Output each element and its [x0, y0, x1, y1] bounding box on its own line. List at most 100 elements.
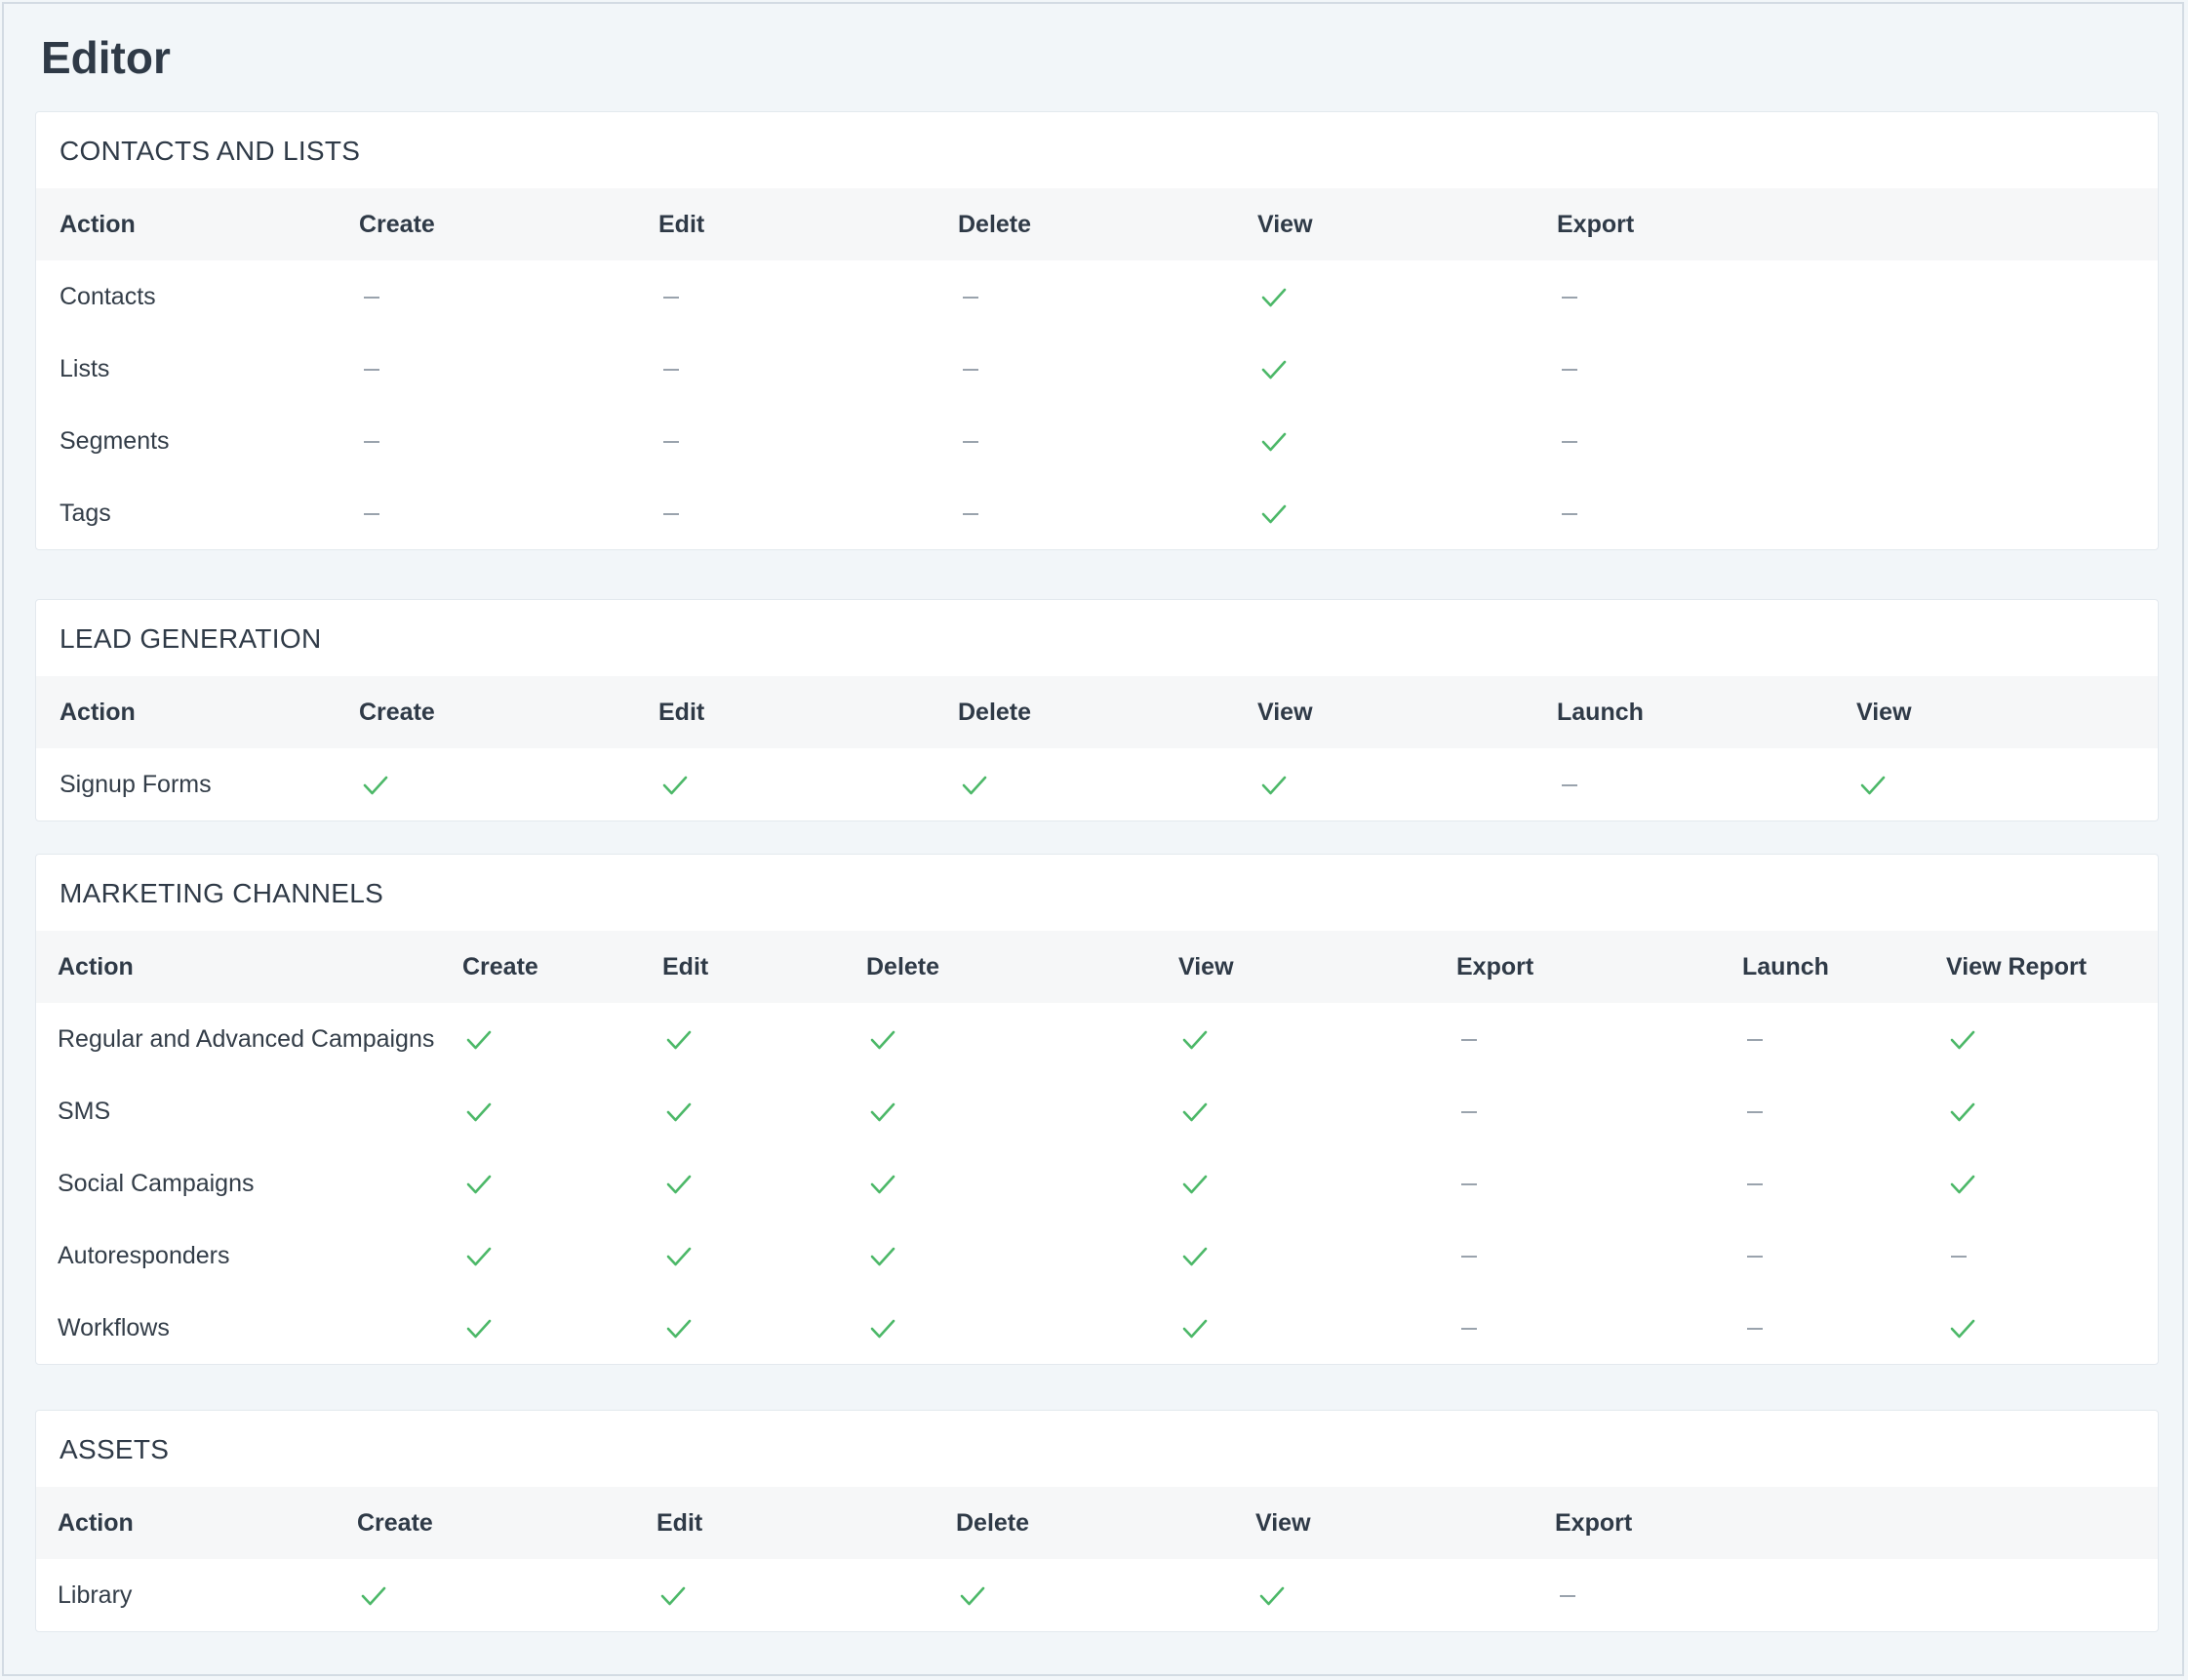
dash-icon: [1559, 1594, 1576, 1598]
permission-cell: [1261, 260, 1287, 333]
permission-cell: [1460, 1220, 1478, 1292]
column-header-edit: Edit: [658, 699, 705, 726]
dash-icon: [1561, 296, 1578, 300]
check-icon: [1950, 1101, 1975, 1123]
dash-icon: [1746, 1110, 1764, 1114]
column-header-launch: Launch: [1742, 953, 1829, 980]
column-header-delete: Delete: [866, 953, 940, 980]
page-title: Editor: [41, 32, 171, 83]
table-header-row: Action Create Edit Delete View Launch View: [36, 676, 2158, 748]
dash-icon: [1561, 368, 1578, 372]
permission-cell: [1746, 1003, 1764, 1075]
permission-cell: [1950, 1003, 1975, 1075]
table-row: Contacts: [36, 260, 2158, 333]
permission-cell: [1182, 1075, 1208, 1147]
row-label: Social Campaigns: [58, 1170, 255, 1197]
permission-cell: [1182, 1220, 1208, 1292]
permission-cell: [363, 405, 380, 477]
permission-cell: [1561, 333, 1578, 405]
check-icon: [1182, 1101, 1208, 1123]
check-icon: [466, 1029, 492, 1051]
permission-cell: [466, 1220, 492, 1292]
check-icon: [1950, 1174, 1975, 1195]
check-icon: [1182, 1318, 1208, 1340]
table-row: Library: [36, 1559, 2158, 1631]
permission-cell: [1182, 1003, 1208, 1075]
table-header-row: Action Create Edit Delete View Export: [36, 1487, 2158, 1559]
check-icon: [1950, 1318, 1975, 1340]
table-row: Regular and Advanced Campaigns: [36, 1003, 2158, 1075]
section-assets: ASSETS Action Create Edit Delete View Export Li…: [35, 1410, 2159, 1632]
column-header-view-report: View Report: [1946, 953, 2088, 980]
column-header-delete: Delete: [958, 211, 1032, 238]
permission-cell: [1746, 1075, 1764, 1147]
check-icon: [660, 1585, 686, 1607]
permission-cell: [1950, 1075, 1975, 1147]
section-title: CONTACTS AND LISTS: [60, 136, 361, 166]
row-label: Lists: [60, 355, 110, 382]
table-row: Workflows: [36, 1292, 2158, 1364]
table-row: Segments: [36, 405, 2158, 477]
permission-cell: [870, 1003, 895, 1075]
permission-cell: [962, 405, 979, 477]
row-label: Segments: [60, 427, 170, 455]
permission-cell: [660, 1559, 686, 1631]
table-row: Tags: [36, 477, 2158, 549]
section-title: LEAD GENERATION: [60, 623, 322, 654]
permission-cell: [363, 260, 380, 333]
permission-cell: [662, 477, 680, 549]
check-icon: [1182, 1029, 1208, 1051]
column-header-create: Create: [359, 211, 435, 238]
permission-cell: [1746, 1220, 1764, 1292]
column-header-action: Action: [60, 699, 136, 726]
column-header-create: Create: [462, 953, 538, 980]
permission-cell: [1261, 333, 1287, 405]
check-icon: [1950, 1029, 1975, 1051]
check-icon: [960, 1585, 985, 1607]
dash-icon: [962, 296, 979, 300]
permission-cell: [666, 1147, 692, 1220]
check-icon: [870, 1174, 895, 1195]
dash-icon: [1460, 1038, 1478, 1042]
permission-cell: [1261, 748, 1287, 820]
permission-cell: [666, 1003, 692, 1075]
permission-cell: [1746, 1292, 1764, 1364]
table-row: Social Campaigns: [36, 1147, 2158, 1220]
section-contacts-and-lists: CONTACTS AND LISTS Action Create Edit Delete…: [35, 111, 2159, 550]
column-header-export: Export: [1555, 1509, 1633, 1537]
row-label: Tags: [60, 500, 111, 527]
check-icon: [466, 1246, 492, 1267]
permission-cell: [662, 333, 680, 405]
row-label: Workflows: [58, 1314, 170, 1341]
permission-cell: [1261, 405, 1287, 477]
row-label: Signup Forms: [60, 771, 212, 798]
check-icon: [1261, 503, 1287, 525]
permission-cell: [1460, 1003, 1478, 1075]
permission-cell: [662, 260, 680, 333]
column-header-edit: Edit: [662, 953, 709, 980]
check-icon: [870, 1318, 895, 1340]
dash-icon: [962, 368, 979, 372]
row-label: Autoresponders: [58, 1242, 230, 1269]
column-header-launch: Launch: [1557, 699, 1644, 726]
permission-cell: [466, 1292, 492, 1364]
check-icon: [666, 1174, 692, 1195]
permission-cell: [1261, 477, 1287, 549]
check-icon: [1259, 1585, 1285, 1607]
check-icon: [666, 1246, 692, 1267]
permission-cell: [1460, 1075, 1478, 1147]
permission-cell: [962, 477, 979, 549]
row-label: Library: [58, 1581, 133, 1609]
dash-icon: [1746, 1255, 1764, 1259]
column-header-create: Create: [357, 1509, 433, 1537]
dash-icon: [962, 440, 979, 444]
permission-cell: [363, 477, 380, 549]
column-header-export: Export: [1456, 953, 1534, 980]
check-icon: [1261, 359, 1287, 380]
dash-icon: [662, 440, 680, 444]
column-header-edit: Edit: [656, 1509, 703, 1537]
row-label: Regular and Advanced Campaigns: [58, 1025, 435, 1053]
column-header-edit: Edit: [658, 211, 705, 238]
dash-icon: [363, 296, 380, 300]
